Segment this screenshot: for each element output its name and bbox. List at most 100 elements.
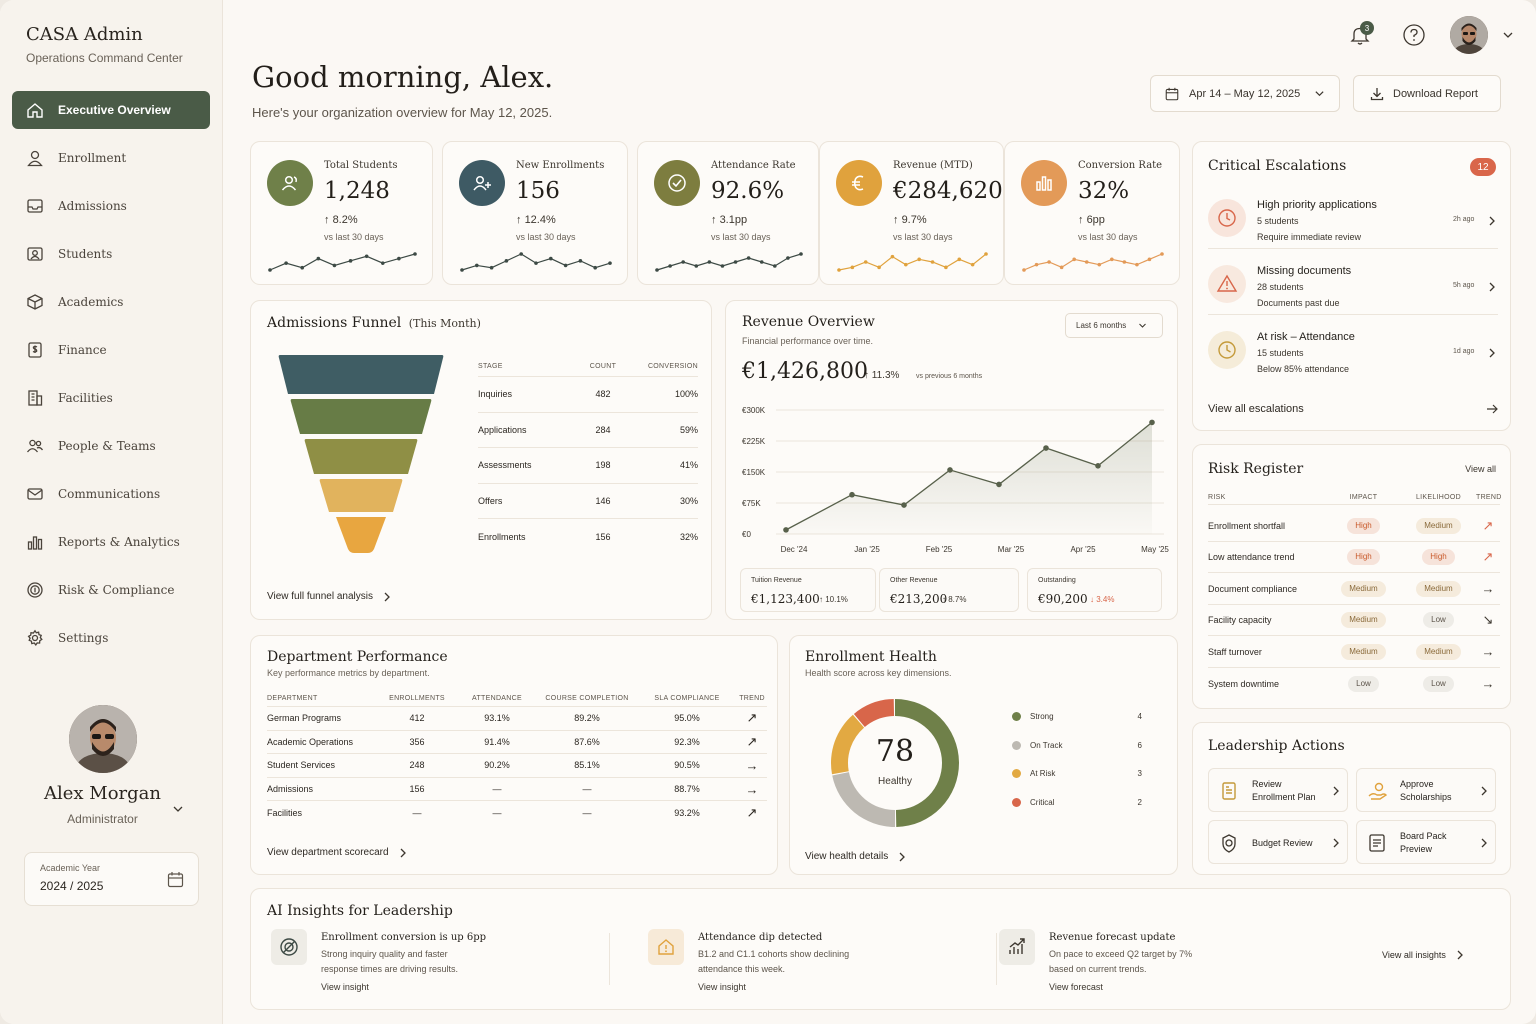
- sidebar-item-reports-analytics[interactable]: Reports & Analytics: [12, 523, 210, 561]
- escalation-item[interactable]: Missing documents 28 students Documents pa…: [1208, 255, 1498, 315]
- department-column-header: DEPARTMENT: [267, 694, 318, 702]
- revenue-breakdown-item[interactable]: Other Revenue €213,200 ↑ 8.7%: [879, 568, 1019, 612]
- department-row[interactable]: Admissions 156 — — 88.7% →: [267, 778, 767, 802]
- funnel-analysis-link[interactable]: View full funnel analysis: [267, 591, 391, 602]
- kpi-card-attendance-rate[interactable]: Attendance Rate 92.6% ↑ 3.1pp vs last 30 da…: [637, 141, 819, 285]
- download-report-button[interactable]: Download Report: [1353, 75, 1501, 112]
- profile[interactable]: Alex Morgan Administrator: [0, 705, 205, 826]
- sidebar-item-risk-compliance[interactable]: Risk & Compliance: [12, 571, 210, 609]
- sidebar-item-facilities[interactable]: Facilities: [12, 379, 210, 417]
- revenue-point[interactable]: [996, 481, 1002, 488]
- chevron-right-icon: [1333, 838, 1339, 848]
- leadership-action-button[interactable]: Review Enrollment Plan: [1208, 768, 1348, 812]
- chevron-down-icon[interactable]: [172, 803, 184, 815]
- health-legend-item: Strong 4: [1012, 712, 1142, 721]
- funnel-segment-enrollments[interactable]: [336, 517, 386, 553]
- department-scorecard-link[interactable]: View department scorecard: [267, 847, 407, 858]
- insight-text-line1: Strong inquiry quality and faster: [321, 949, 448, 959]
- funnel-column-header: STAGE: [478, 363, 503, 370]
- sparkline-point: [504, 259, 509, 263]
- risk-row[interactable]: Staff turnover Medium Medium →: [1208, 637, 1500, 668]
- leadership-action-button[interactable]: Board Pack Preview: [1356, 820, 1496, 864]
- kpi-card-revenue-mtd-[interactable]: Revenue (MTD) €284,620 ↑ 9.7% vs last 30 da…: [819, 141, 1004, 285]
- department-row[interactable]: Student Services 248 90.2% 85.1% 90.5% →: [267, 754, 767, 778]
- health-status: Healthy: [878, 776, 912, 787]
- risk-row[interactable]: Low attendance trend High High ↗: [1208, 542, 1500, 574]
- view-all-insights-link[interactable]: View all insights: [1382, 950, 1464, 960]
- dollar-doc-icon: [28, 342, 42, 358]
- academic-year-picker[interactable]: Academic Year 2024 / 2025: [24, 852, 199, 906]
- insight-link[interactable]: View forecast: [1049, 982, 1103, 992]
- health-details-link[interactable]: View health details: [805, 851, 906, 862]
- notifications-button[interactable]: 3: [1342, 17, 1378, 53]
- mail-icon: [27, 488, 43, 500]
- sidebar-item-academics[interactable]: Academics: [12, 283, 210, 321]
- funnel-segment-offers[interactable]: [319, 479, 403, 512]
- funnel-segment-inquiries[interactable]: [278, 355, 444, 394]
- department-row[interactable]: German Programs 412 93.1% 89.2% 95.0% ↗: [267, 707, 767, 731]
- risk-column-header: IMPACT: [1349, 494, 1378, 501]
- sidebar-item-enrollment[interactable]: Enrollment: [12, 139, 210, 177]
- donut-segment-at-risk[interactable]: [831, 714, 865, 775]
- insight-link[interactable]: View insight: [698, 982, 746, 992]
- trend-arrow-icon: ↗: [746, 733, 758, 749]
- sidebar-item-admissions[interactable]: Admissions: [12, 187, 210, 225]
- revenue-breakdown-item[interactable]: Tuition Revenue €1,123,400 ↑ 10.1%: [740, 568, 876, 612]
- sidebar-item-communications[interactable]: Communications: [12, 475, 210, 513]
- department-row[interactable]: Academic Operations 356 91.4% 87.6% 92.3% ↗: [267, 731, 767, 755]
- sidebar-item-people-teams[interactable]: People & Teams: [12, 427, 210, 465]
- kpi-label: Total Students: [324, 160, 398, 171]
- kpi-card-new-enrollments[interactable]: New Enrollments 156 ↑ 12.4% vs last 30 days: [442, 141, 628, 285]
- department-cell-name: German Programs: [267, 713, 342, 724]
- escalation-item[interactable]: High priority applications 5 students Requ…: [1208, 189, 1498, 249]
- escalation-item[interactable]: At risk – Attendance 15 students Below 85%…: [1208, 321, 1498, 381]
- sparkline-path: [269, 253, 416, 271]
- revenue-point[interactable]: [901, 502, 907, 508]
- help-button[interactable]: [1396, 17, 1432, 53]
- revenue-breakdown-item[interactable]: Outstanding €90,200 ↓ 3.4%: [1027, 568, 1162, 612]
- department-row[interactable]: Facilities — — — 93.2% ↗: [267, 801, 767, 825]
- kpi-card-total-students[interactable]: Total Students 1,248 ↑ 8.2% vs last 30 days: [250, 141, 433, 285]
- risk-row[interactable]: Document compliance Medium Medium →: [1208, 574, 1500, 605]
- funnel-segment-assessments[interactable]: [304, 439, 418, 474]
- date-range-picker[interactable]: Apr 14 – May 12, 2025: [1150, 75, 1340, 112]
- risk-row[interactable]: Enrollment shortfall High Medium ↗: [1208, 511, 1500, 542]
- sidebar-item-settings[interactable]: Settings: [12, 619, 210, 657]
- chevron-down-icon[interactable]: [1502, 29, 1514, 41]
- sparkline-point: [904, 262, 908, 267]
- revenue-point[interactable]: [1043, 445, 1049, 451]
- insight-link[interactable]: View insight: [321, 982, 369, 992]
- sidebar-item-executive-overview[interactable]: Executive Overview: [12, 91, 210, 129]
- sidebar-item-students[interactable]: Students: [12, 235, 210, 273]
- sidebar-item-finance[interactable]: Finance: [12, 331, 210, 369]
- revenue-total: €1,426,800: [742, 359, 868, 384]
- donut-segment-strong[interactable]: [895, 699, 959, 827]
- risk-view-all-link[interactable]: View all: [1465, 464, 1496, 474]
- leadership-action-button[interactable]: Budget Review: [1208, 820, 1348, 864]
- revenue-point[interactable]: [947, 467, 953, 473]
- kpi-sparkline: [460, 252, 612, 272]
- revenue-point[interactable]: [783, 527, 789, 533]
- health-details-label: View health details: [805, 851, 889, 862]
- user-avatar[interactable]: [1450, 16, 1488, 60]
- view-all-escalations-link[interactable]: View all escalations: [1208, 403, 1498, 415]
- revenue-range-select[interactable]: Last 6 months: [1065, 313, 1163, 338]
- arrow-right-icon: [1487, 404, 1498, 414]
- revenue-point[interactable]: [849, 491, 855, 498]
- funnel-segment-applications[interactable]: [290, 399, 432, 434]
- funnel-stage: Enrollments: [478, 532, 526, 543]
- escalation-count: 15 students: [1257, 348, 1304, 358]
- users-icon: [267, 160, 313, 206]
- sparkline-point: [1110, 257, 1114, 262]
- kpi-card-conversion-rate[interactable]: Conversion Rate 32% ↑ 6pp vs last 30 days: [1004, 141, 1180, 285]
- donut-segment-critical[interactable]: [853, 699, 895, 727]
- sidebar-item-label: Reports & Analytics: [58, 535, 180, 549]
- risk-name: Facility capacity: [1208, 615, 1272, 626]
- donut-segment-on-track[interactable]: [832, 772, 895, 827]
- risk-row[interactable]: Facility capacity Medium Low ↘: [1208, 605, 1500, 637]
- revenue-point[interactable]: [1095, 463, 1101, 469]
- risk-likelihood-cell: Medium: [1401, 518, 1476, 534]
- risk-row[interactable]: System downtime Low Low →: [1208, 668, 1500, 699]
- leadership-action-button[interactable]: Approve Scholarships: [1356, 768, 1496, 812]
- revenue-point[interactable]: [1149, 419, 1155, 426]
